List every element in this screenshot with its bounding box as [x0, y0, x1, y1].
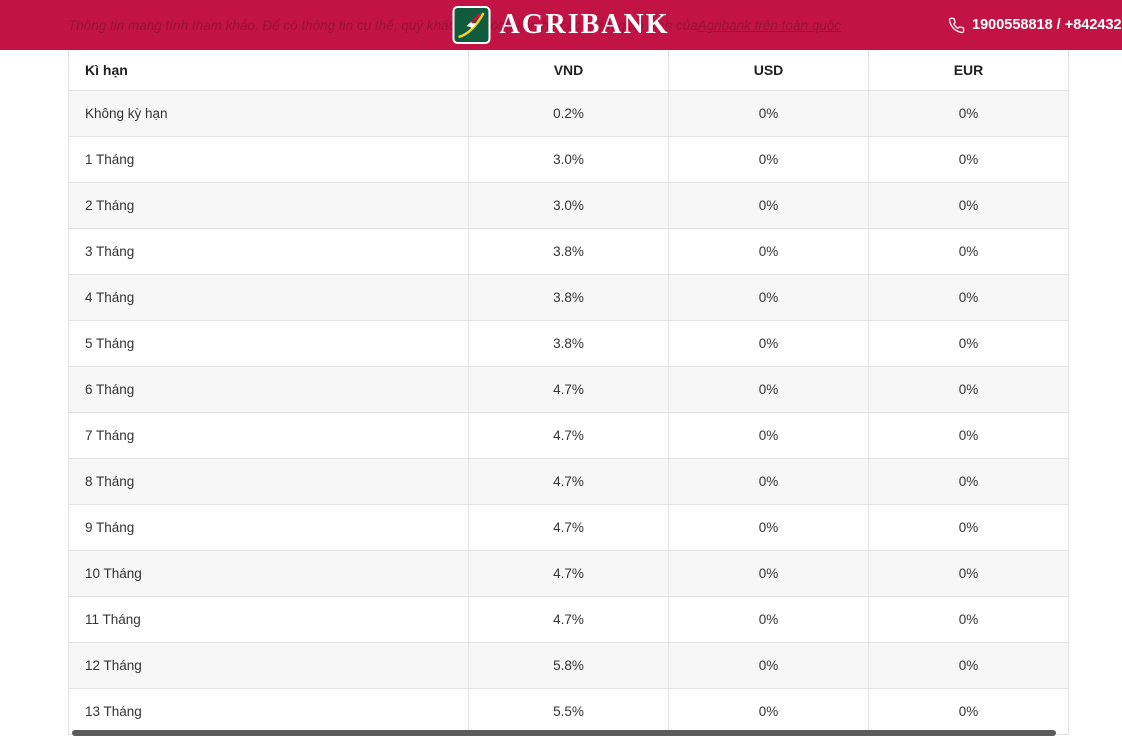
table-row: 1 Tháng 3.0% 0% 0%: [68, 135, 1069, 183]
phone-contact: 1900558818 / +842432053205: [948, 0, 1122, 50]
table-row: 12 Tháng 5.8% 0% 0%: [68, 641, 1069, 689]
usd-rate-cell: 0%: [668, 89, 869, 137]
eur-rate-cell: 0%: [868, 503, 1069, 551]
agribank-logo[interactable]: AGRIBANK: [452, 0, 669, 50]
vnd-rate-cell: 5.8%: [468, 641, 669, 689]
vnd-rate-cell: 4.7%: [468, 549, 669, 597]
usd-rate-cell: 0%: [668, 365, 869, 413]
brand-name: AGRIBANK: [499, 9, 670, 40]
vnd-rate-cell: 5.5%: [468, 687, 669, 735]
vnd-rate-cell: 0.2%: [468, 89, 669, 137]
term-cell: 10 Tháng: [68, 549, 469, 597]
vnd-rate-cell: 3.0%: [468, 135, 669, 183]
eur-rate-cell: 0%: [868, 687, 1069, 735]
vnd-rate-cell: 3.8%: [468, 319, 669, 367]
usd-rate-cell: 0%: [668, 181, 869, 229]
column-header-row: Kì hạn VND USD EUR: [68, 50, 1069, 91]
agribank-network-link[interactable]: Agribank trên toàn quốc: [697, 17, 841, 33]
eur-rate-cell: 0%: [868, 411, 1069, 459]
vnd-rate-cell: 3.8%: [468, 273, 669, 321]
term-cell: Không kỳ hạn: [68, 89, 469, 137]
table-row: 2 Tháng 3.0% 0% 0%: [68, 181, 1069, 229]
eur-rate-cell: 0%: [868, 641, 1069, 689]
table-row: 4 Tháng 3.8% 0% 0%: [68, 273, 1069, 321]
term-cell: 11 Tháng: [68, 595, 469, 643]
disclaimer-prefix: Thông tin mang tính tham khảo. Để có thô…: [68, 17, 698, 33]
eur-rate-cell: 0%: [868, 365, 1069, 413]
term-cell: 13 Tháng: [68, 687, 469, 735]
column-header-eur: EUR: [868, 50, 1069, 91]
column-header-term: Kì hạn: [68, 50, 469, 91]
interest-rate-table: Kì hạn VND USD EUR Không kỳ hạn 0.2% 0% 0% 1 Th…: [68, 50, 1069, 735]
eur-rate-cell: 0%: [868, 319, 1069, 367]
table-body: Không kỳ hạn 0.2% 0% 0% 1 Tháng 3.0% 0% 0% 2 Thá…: [68, 89, 1069, 735]
eur-rate-cell: 0%: [868, 89, 1069, 137]
eur-rate-cell: 0%: [868, 273, 1069, 321]
vnd-rate-cell: 3.8%: [468, 227, 669, 275]
table-row: 7 Tháng 4.7% 0% 0%: [68, 411, 1069, 459]
eur-rate-cell: 0%: [868, 227, 1069, 275]
term-cell: 1 Tháng: [68, 135, 469, 183]
eur-rate-cell: 0%: [868, 549, 1069, 597]
table-row: 6 Tháng 4.7% 0% 0%: [68, 365, 1069, 413]
column-header-vnd: VND: [468, 50, 669, 91]
phone-number: 1900558818 / +842432053205: [972, 17, 1122, 33]
horizontal-scrollbar-thumb[interactable]: [72, 730, 1056, 736]
term-cell: 8 Tháng: [68, 457, 469, 505]
table-row: 5 Tháng 3.8% 0% 0%: [68, 319, 1069, 367]
usd-rate-cell: 0%: [668, 457, 869, 505]
disclaimer-text: Thông tin mang tính tham khảo. Để có thô…: [68, 0, 841, 50]
term-cell: 4 Tháng: [68, 273, 469, 321]
table-row: 3 Tháng 3.8% 0% 0%: [68, 227, 1069, 275]
eur-rate-cell: 0%: [868, 457, 1069, 505]
term-cell: 12 Tháng: [68, 641, 469, 689]
vnd-rate-cell: 4.7%: [468, 411, 669, 459]
usd-rate-cell: 0%: [668, 319, 869, 367]
usd-rate-cell: 0%: [668, 595, 869, 643]
table-row: 13 Tháng 5.5% 0% 0%: [68, 687, 1069, 735]
term-cell: 7 Tháng: [68, 411, 469, 459]
table-row: 9 Tháng 4.7% 0% 0%: [68, 503, 1069, 551]
column-header-usd: USD: [668, 50, 869, 91]
table-row: Không kỳ hạn 0.2% 0% 0%: [68, 89, 1069, 137]
usd-rate-cell: 0%: [668, 135, 869, 183]
phone-icon: [948, 17, 965, 34]
table-row: 8 Tháng 4.7% 0% 0%: [68, 457, 1069, 505]
table-row: 10 Tháng 4.7% 0% 0%: [68, 549, 1069, 597]
vnd-rate-cell: 4.7%: [468, 457, 669, 505]
term-cell: 9 Tháng: [68, 503, 469, 551]
vnd-rate-cell: 4.7%: [468, 365, 669, 413]
usd-rate-cell: 0%: [668, 411, 869, 459]
usd-rate-cell: 0%: [668, 641, 869, 689]
vnd-rate-cell: 3.0%: [468, 181, 669, 229]
usd-rate-cell: 0%: [668, 687, 869, 735]
usd-rate-cell: 0%: [668, 227, 869, 275]
eur-rate-cell: 0%: [868, 181, 1069, 229]
agribank-logo-icon: [452, 6, 491, 44]
usd-rate-cell: 0%: [668, 503, 869, 551]
eur-rate-cell: 0%: [868, 135, 1069, 183]
usd-rate-cell: 0%: [668, 549, 869, 597]
term-cell: 3 Tháng: [68, 227, 469, 275]
usd-rate-cell: 0%: [668, 273, 869, 321]
term-cell: 6 Tháng: [68, 365, 469, 413]
table-row: 11 Tháng 4.7% 0% 0%: [68, 595, 1069, 643]
interest-rate-section: Kì hạn VND USD EUR Không kỳ hạn 0.2% 0% 0% 1 Th…: [68, 50, 1069, 735]
header-bar: Thông tin mang tính tham khảo. Để có thô…: [0, 0, 1122, 50]
eur-rate-cell: 0%: [868, 595, 1069, 643]
vnd-rate-cell: 4.7%: [468, 595, 669, 643]
vnd-rate-cell: 4.7%: [468, 503, 669, 551]
term-cell: 2 Tháng: [68, 181, 469, 229]
term-cell: 5 Tháng: [68, 319, 469, 367]
